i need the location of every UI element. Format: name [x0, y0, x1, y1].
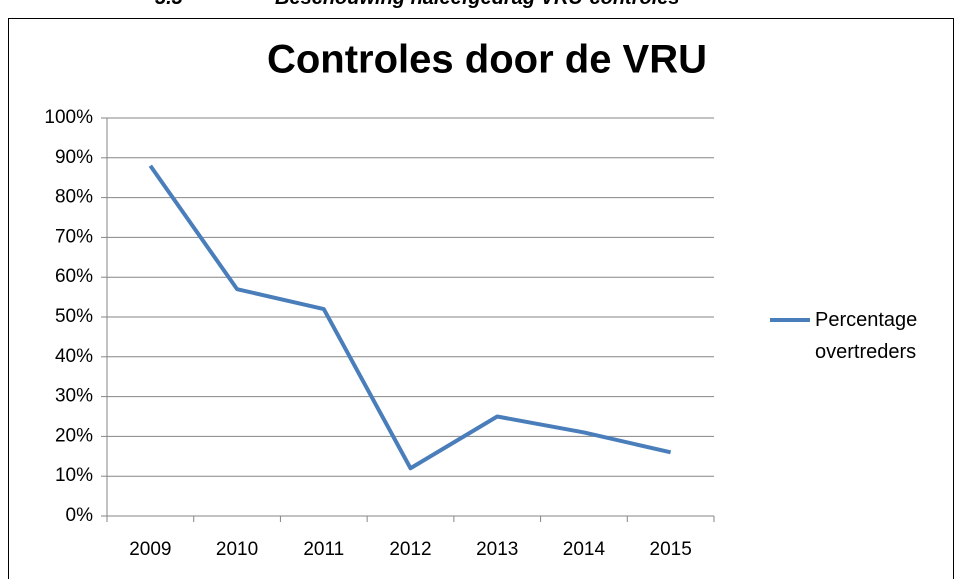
y-tick-label: 10%	[55, 465, 93, 486]
y-tick-label: 90%	[55, 147, 93, 168]
data-line	[148, 164, 672, 471]
chart-frame	[8, 18, 954, 579]
x-tick-label: 2012	[389, 539, 431, 560]
x-tick-label: 2013	[476, 539, 518, 560]
y-tick-label: 30%	[55, 386, 93, 407]
section-number: 3.3	[155, 0, 183, 9]
y-tick-label: 0%	[66, 505, 94, 526]
x-tick-label: 2010	[216, 539, 258, 560]
y-tick-label: 70%	[55, 226, 93, 247]
y-tick-label: 100%	[44, 107, 93, 128]
x-tick-label: 2011	[303, 539, 344, 560]
x-tick-label: 2009	[129, 539, 171, 560]
y-tick-label: 20%	[55, 425, 93, 446]
y-tick-label: 60%	[55, 266, 93, 287]
chart-title: Controles door de VRU	[267, 38, 707, 82]
section-heading: Beschouwing naleefgedrag VRU-controles	[275, 0, 680, 9]
y-tick-label: 40%	[55, 346, 93, 367]
y-tick-label: 50%	[55, 306, 93, 327]
legend-label: Percentage overtreders	[815, 309, 918, 363]
x-tick-label: 2014	[563, 539, 606, 560]
x-tick-label: 2015	[650, 539, 692, 560]
y-tick-label: 80%	[55, 187, 93, 208]
